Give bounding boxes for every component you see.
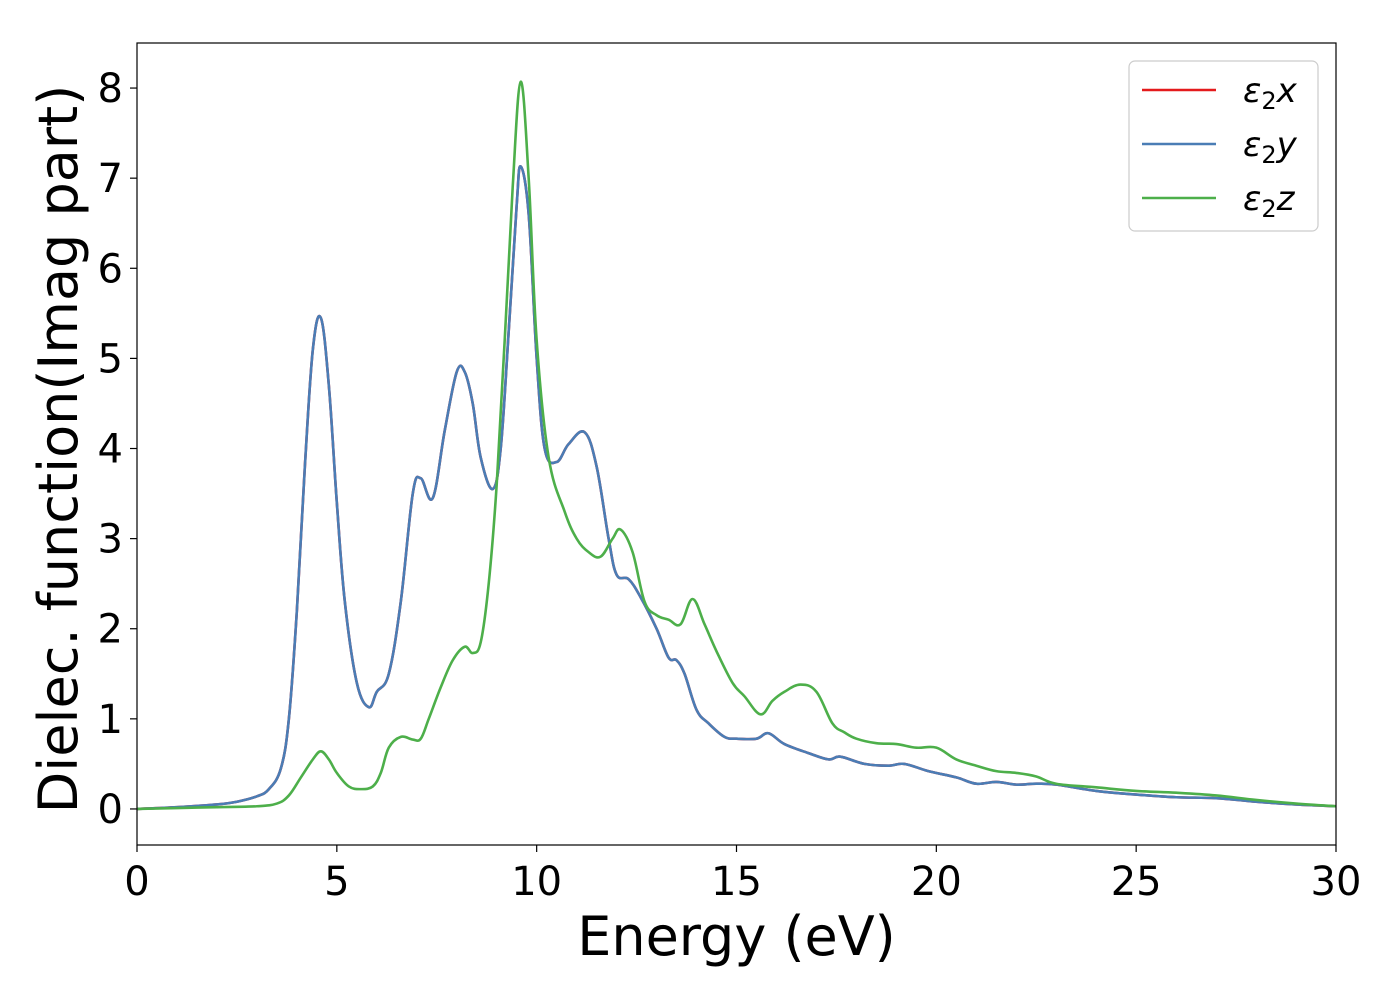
x-axis: 0 5 10 15 20 25 30 xyxy=(124,845,1361,905)
x-tick-label: 10 xyxy=(511,859,562,905)
y-tick-label: 1 xyxy=(98,697,123,743)
y-tick-label: 3 xyxy=(98,517,123,563)
x-tick-label: 5 xyxy=(324,859,349,905)
x-tick-label: 20 xyxy=(911,859,962,905)
legend-label-y: ε2y xyxy=(1243,125,1298,169)
y-tick-label: 2 xyxy=(98,607,123,653)
y-axis-label: Dielec. function(Imag part) xyxy=(27,85,90,814)
x-axis-label: Energy (eV) xyxy=(577,905,896,968)
y-tick-label: 4 xyxy=(98,427,123,473)
legend: ε2x ε2y ε2z xyxy=(1128,60,1319,232)
y-tick-label: 8 xyxy=(98,66,123,112)
legend-label-z: ε2z xyxy=(1243,179,1296,223)
y-tick-label: 6 xyxy=(98,246,123,292)
x-tick-label: 15 xyxy=(711,859,762,905)
y-tick-label: 5 xyxy=(98,336,123,382)
legend-label-x: ε2x xyxy=(1243,71,1298,115)
y-tick-label: 0 xyxy=(98,787,123,833)
x-tick-label: 25 xyxy=(1111,859,1162,905)
series-layer xyxy=(137,80,1336,811)
y-axis: 0 1 2 3 4 5 6 7 8 xyxy=(98,66,137,833)
series-line-z xyxy=(137,80,1336,811)
series-line-y xyxy=(137,165,1336,811)
x-tick-label: 30 xyxy=(1311,859,1362,905)
x-tick-label: 0 xyxy=(124,859,149,905)
legend-box xyxy=(1128,60,1319,232)
y-tick-label: 7 xyxy=(98,156,123,202)
